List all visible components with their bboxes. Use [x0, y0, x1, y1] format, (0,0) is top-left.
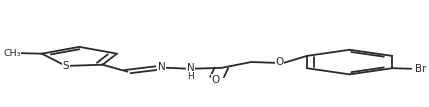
Text: Br: Br [415, 64, 426, 74]
Text: H: H [187, 72, 194, 81]
Text: N: N [187, 63, 194, 73]
Text: N: N [158, 62, 166, 72]
Text: O: O [211, 75, 220, 85]
Text: S: S [63, 61, 69, 71]
Text: O: O [275, 57, 284, 67]
Text: CH₃: CH₃ [3, 49, 21, 58]
